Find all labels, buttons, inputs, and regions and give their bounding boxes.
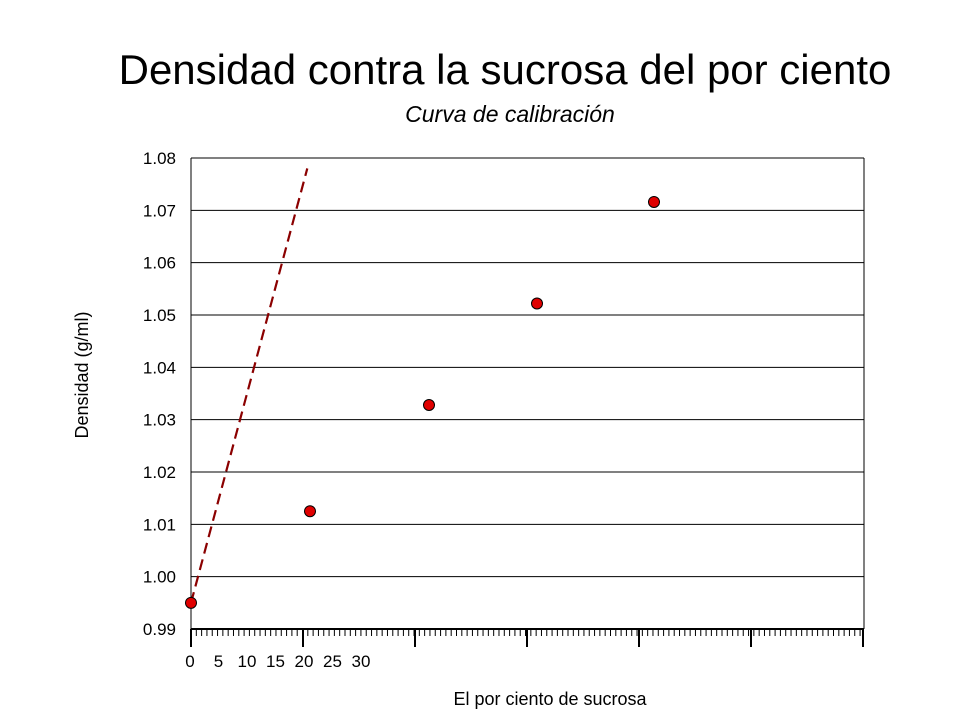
y-tick-label: 0.99 (143, 620, 176, 639)
data-point (531, 297, 543, 310)
y-tick-label: 1.00 (143, 568, 176, 587)
y-tick-label: 1.08 (143, 149, 176, 168)
chart-title: Densidad contra la sucrosa del por cient… (118, 46, 892, 93)
trendline-layer (189, 168, 309, 604)
x-tick-labels: 0 5 10 15 20 25 30 (185, 652, 370, 671)
grid-lines (191, 157, 864, 630)
x-tick-label: 5 (214, 652, 223, 671)
x-tick-label: 10 (238, 652, 257, 671)
x-axis-title: El por ciento de sucrosa (453, 689, 647, 709)
y-tick-label: 1.06 (143, 254, 176, 273)
trendline (189, 168, 309, 604)
data-point (185, 596, 197, 609)
y-tick-labels: 0.99 1.00 1.01 1.02 1.03 1.04 1.05 1.06 1.07 1.08 (143, 149, 176, 639)
x-tick-label: 20 (295, 652, 314, 671)
y-axis-title: Densidad (g/ml) (72, 311, 92, 438)
data-point (304, 505, 316, 518)
y-tick-label: 1.04 (143, 358, 176, 377)
chart-subtitle: Curva de calibración (405, 101, 615, 127)
y-tick-label: 1.05 (143, 306, 176, 325)
x-tick-label: 30 (352, 652, 371, 671)
y-tick-label: 1.03 (143, 411, 176, 430)
data-points (185, 195, 660, 609)
x-tick-label: 0 (185, 652, 194, 671)
y-tick-label: 1.07 (143, 201, 176, 220)
data-point (423, 399, 435, 412)
axes (190, 158, 865, 647)
y-tick-label: 1.01 (143, 515, 176, 534)
x-tick-label: 25 (323, 652, 342, 671)
data-point (648, 195, 660, 208)
x-tick-label: 15 (266, 652, 285, 671)
y-tick-label: 1.02 (143, 463, 176, 482)
